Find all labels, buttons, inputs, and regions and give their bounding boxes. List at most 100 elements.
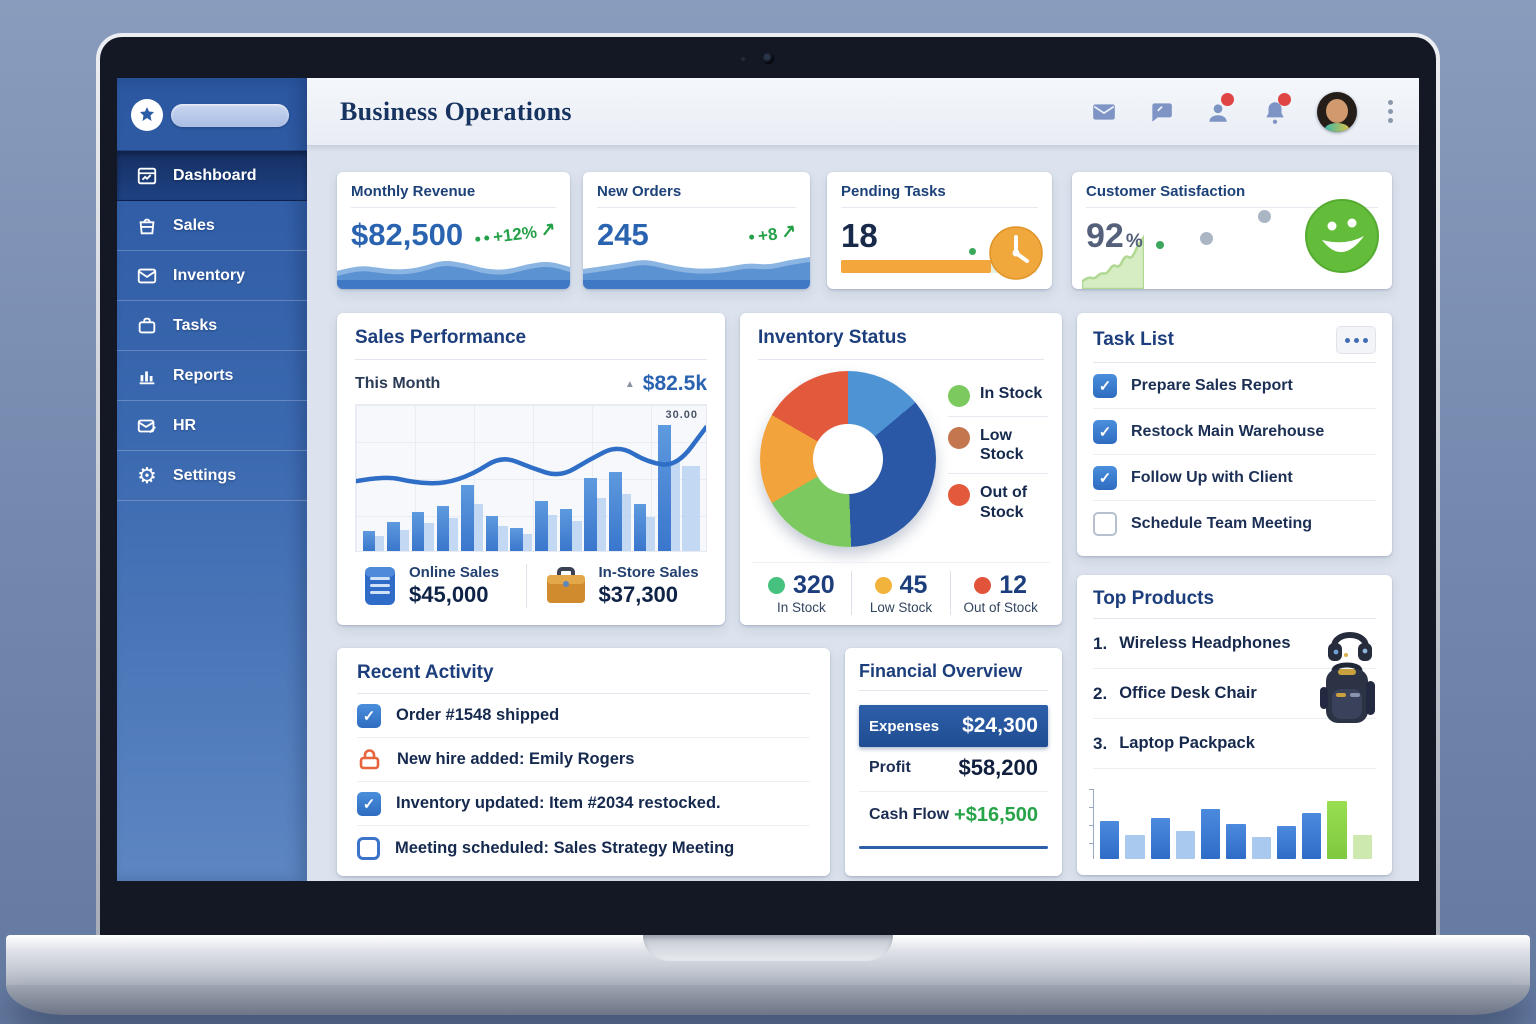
- kpi-value: $82,500: [351, 217, 464, 252]
- sales-performance-panel: Sales Performance This Month ▲ $82.5k 30…: [337, 313, 725, 625]
- header: Business Operations: [307, 78, 1419, 146]
- product-row[interactable]: 3. Laptop Packpack: [1093, 719, 1376, 769]
- trend-up-icon: ↗: [779, 220, 797, 242]
- backpack-icon: [1318, 661, 1376, 734]
- product-row[interactable]: 2. Office Desk Chair: [1093, 662, 1376, 723]
- satisfaction-sparkline: [1082, 227, 1144, 289]
- checkbox-empty-icon[interactable]: ✓: [1093, 512, 1117, 536]
- activity-row[interactable]: New hire added: Emily Rogers: [357, 738, 810, 782]
- in-store-sales: In-Store Sales $37,300: [525, 564, 708, 608]
- kpi-label: Pending Tasks: [841, 183, 946, 200]
- checkbox-checked-icon[interactable]: ✓: [1093, 419, 1117, 444]
- kpi-pending-tasks: Pending Tasks 18: [827, 172, 1052, 289]
- sidebar-item-hr[interactable]: HR: [117, 401, 307, 451]
- inventory-status-panel: Inventory Status In Stock Low Stock Out …: [740, 313, 1062, 625]
- lock-icon: [357, 747, 382, 772]
- kpi-value: 92%: [1086, 217, 1143, 255]
- task-list-menu-button[interactable]: [1336, 326, 1376, 354]
- laptop-base-notch: [643, 935, 893, 961]
- task-row[interactable]: ✓ Follow Up with Client: [1093, 455, 1376, 501]
- kpi-new-orders: New Orders 245 +8 ↗: [583, 172, 810, 289]
- caret-up-icon[interactable]: ▲: [624, 378, 635, 390]
- page-title: Business Operations: [340, 96, 572, 126]
- sidebar-item-sales[interactable]: Sales: [117, 201, 307, 251]
- chat-icon[interactable]: [1146, 97, 1176, 127]
- finance-row-cash-flow: Cash Flow +$16,500: [869, 803, 1038, 826]
- reports-icon: [135, 364, 159, 388]
- star-badge-icon: [140, 107, 154, 121]
- panel-title: Top Products: [1093, 588, 1215, 609]
- ledger-icon: [365, 567, 395, 605]
- kpi-label: Monthly Revenue: [351, 183, 476, 200]
- trend-up-icon: ↗: [539, 218, 557, 240]
- panel-title: Financial Overview: [859, 661, 1023, 681]
- sidebar-item-dashboard[interactable]: Dashboard: [117, 151, 307, 201]
- legend-low-stock: Low Stock: [948, 416, 1048, 473]
- webcam-led: [741, 57, 745, 61]
- count-low-stock: 45 Low Stock: [850, 571, 951, 615]
- inventory-icon: [135, 264, 159, 288]
- donut-legend: In Stock Low Stock Out of Stock: [948, 375, 1048, 531]
- checkbox-checked-icon[interactable]: ✓: [1093, 373, 1117, 398]
- legend-out-of-stock: Out of Stock: [948, 473, 1048, 530]
- dashboard-icon: [135, 164, 159, 188]
- recent-activity-panel: Recent Activity ✓ Order #1548 shipped Ne…: [337, 648, 830, 876]
- products-mini-chart: [1089, 781, 1376, 859]
- kpi-value: 245: [597, 217, 649, 252]
- sidebar-item-label: Tasks: [173, 316, 218, 334]
- finance-row-expenses: Expenses $24,300: [859, 705, 1048, 747]
- sales-icon: [135, 214, 159, 238]
- finance-row-profit: Profit $58,200: [869, 755, 1038, 780]
- app-logo[interactable]: [131, 99, 163, 131]
- header-actions: [1089, 91, 1397, 132]
- kpi-customer-satisfaction: Customer Satisfaction 92%: [1072, 172, 1392, 289]
- notification-badge: [1221, 92, 1234, 106]
- mail-icon[interactable]: [1089, 97, 1119, 127]
- task-row[interactable]: ✓ Schedule Team Meeting: [1093, 501, 1376, 547]
- bell-notification-icon[interactable]: [1260, 92, 1291, 127]
- sidebar-item-inventory[interactable]: Inventory: [117, 251, 307, 301]
- product-row[interactable]: 1. Wireless Headphones: [1093, 619, 1376, 669]
- activity-row[interactable]: Meeting scheduled: Sales Strategy Meetin…: [357, 826, 810, 870]
- task-row[interactable]: ✓ Prepare Sales Report: [1093, 363, 1376, 409]
- user-notification-icon[interactable]: [1203, 92, 1234, 127]
- kpi-label: New Orders: [597, 183, 682, 200]
- kebab-menu-icon[interactable]: [1384, 96, 1397, 127]
- sidebar: Dashboard Sales Inventory: [117, 78, 307, 881]
- period-selector[interactable]: This Month: [355, 375, 441, 392]
- legend-in-stock: In Stock: [948, 375, 1048, 416]
- sidebar-item-label: Settings: [173, 466, 237, 484]
- checkbox-checked-icon: ✓: [357, 703, 381, 728]
- tasks-progress-bar: [841, 260, 991, 273]
- panel-title: Inventory Status: [758, 327, 907, 348]
- count-in-stock: 320 In Stock: [752, 571, 851, 615]
- task-row[interactable]: ✓ Restock Main Warehouse: [1093, 409, 1376, 455]
- sidebar-item-label: Inventory: [173, 266, 246, 284]
- checkbox-checked-icon[interactable]: ✓: [1093, 465, 1117, 490]
- sidebar-logo-row: [117, 78, 307, 150]
- sidebar-item-label: Sales: [173, 216, 215, 234]
- search-input[interactable]: [171, 104, 289, 127]
- kpi-monthly-revenue: Monthly Revenue $82,500 +12% ↗: [337, 172, 570, 289]
- settings-icon: ⚙: [137, 462, 157, 488]
- webcam-dot: [763, 53, 774, 64]
- sidebar-item-tasks[interactable]: Tasks: [117, 301, 307, 351]
- activity-row[interactable]: ✓ Order #1548 shipped: [357, 694, 810, 738]
- avatar[interactable]: [1317, 91, 1357, 132]
- checkbox-checked-icon: ✓: [357, 791, 381, 816]
- period-amount: $82.5k: [642, 372, 707, 395]
- sidebar-item-reports[interactable]: Reports: [117, 351, 307, 401]
- online-sales: Online Sales $45,000: [355, 564, 526, 608]
- kpi-value: 18: [841, 217, 878, 254]
- panel-title: Recent Activity: [357, 662, 494, 683]
- sidebar-item-settings[interactable]: ⚙ Settings: [117, 451, 307, 501]
- activity-row[interactable]: ✓ Inventory updated: Item #2034 restocke…: [357, 782, 810, 826]
- top-products-panel: Top Products 1. Wireless Headphones 2. O…: [1077, 575, 1392, 875]
- chart-badge: 30.00: [665, 409, 698, 421]
- tasks-icon: [135, 314, 159, 338]
- sales-chart: 30.00: [355, 404, 707, 552]
- notification-badge: [1278, 92, 1291, 106]
- hr-icon: [135, 414, 159, 438]
- count-out-of-stock: 12 Out of Stock: [950, 571, 1050, 615]
- smiley-icon: [1304, 198, 1380, 274]
